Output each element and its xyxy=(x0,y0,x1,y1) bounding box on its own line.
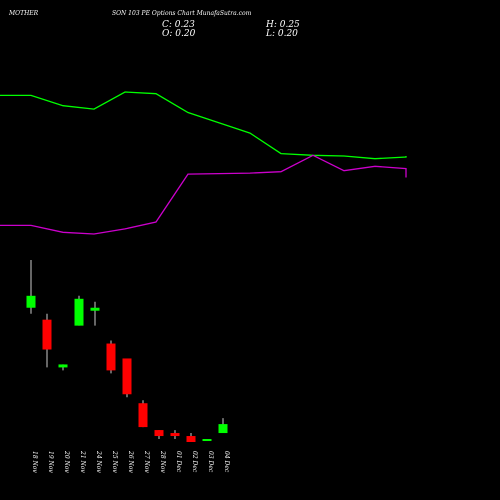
candle-body-up xyxy=(74,298,84,326)
x-tick-label: 27 Nov xyxy=(143,450,150,473)
candle xyxy=(106,340,116,374)
symbol-label: MOTHER xyxy=(9,10,39,17)
x-tick-label: 25 Nov xyxy=(111,450,118,473)
x-tick-label: 01 Dec xyxy=(175,451,182,473)
x-tick-label: 19 Nov xyxy=(47,451,54,473)
high-value: H: 0.25 xyxy=(266,20,300,30)
indicator-line-green xyxy=(0,91,407,160)
x-tick-label: 28 Nov xyxy=(159,450,166,473)
x-tick-label: 04 Dec xyxy=(223,451,230,473)
candle xyxy=(138,400,148,428)
x-tick-label: 26 Nov xyxy=(127,450,134,473)
candle xyxy=(154,430,164,440)
candle xyxy=(74,295,84,326)
candle xyxy=(122,358,132,398)
indicator-line-magenta xyxy=(0,154,407,235)
low-value: L: 0.20 xyxy=(266,29,298,39)
x-axis-labels: 18 Nov 19 Nov 20 Nov 21 Nov 24 Nov 25 Nov 26 N… xyxy=(31,450,230,473)
candle-body-down xyxy=(106,343,116,371)
candle-body-down xyxy=(154,430,164,437)
candle xyxy=(170,430,180,440)
candle-body-down xyxy=(186,436,196,442)
candle-body-down xyxy=(170,433,180,437)
candle xyxy=(186,433,196,442)
candle-body-up xyxy=(58,364,68,368)
candle-body-down xyxy=(122,358,132,395)
x-tick-label: 24 Nov xyxy=(95,450,102,473)
x-tick-label: 21 Nov xyxy=(79,450,86,473)
candle xyxy=(90,301,100,326)
close-value: C: 0.23 xyxy=(162,20,195,30)
candle xyxy=(42,313,52,368)
chart-title: SON 103 PE Options Chart MunafaSutra.com xyxy=(112,10,252,17)
x-tick-label: 03 Dec xyxy=(207,451,214,473)
x-tick-label: 20 Nov xyxy=(63,450,70,473)
candle-body-up xyxy=(26,295,36,308)
candle-body-up xyxy=(202,439,212,442)
candle xyxy=(218,418,228,434)
candle-body-up xyxy=(218,424,228,434)
open-value: O: 0.20 xyxy=(162,29,196,39)
candle-body-down xyxy=(138,403,148,428)
candle-body-down xyxy=(42,319,52,350)
candle xyxy=(202,439,212,442)
x-tick-label: 02 Dec xyxy=(191,451,198,473)
candle-body-up xyxy=(90,307,100,311)
candles xyxy=(26,260,228,442)
candle xyxy=(58,364,68,371)
indicator-lines xyxy=(0,91,407,235)
x-tick-label: 18 Nov xyxy=(31,451,38,473)
candle xyxy=(26,260,36,314)
